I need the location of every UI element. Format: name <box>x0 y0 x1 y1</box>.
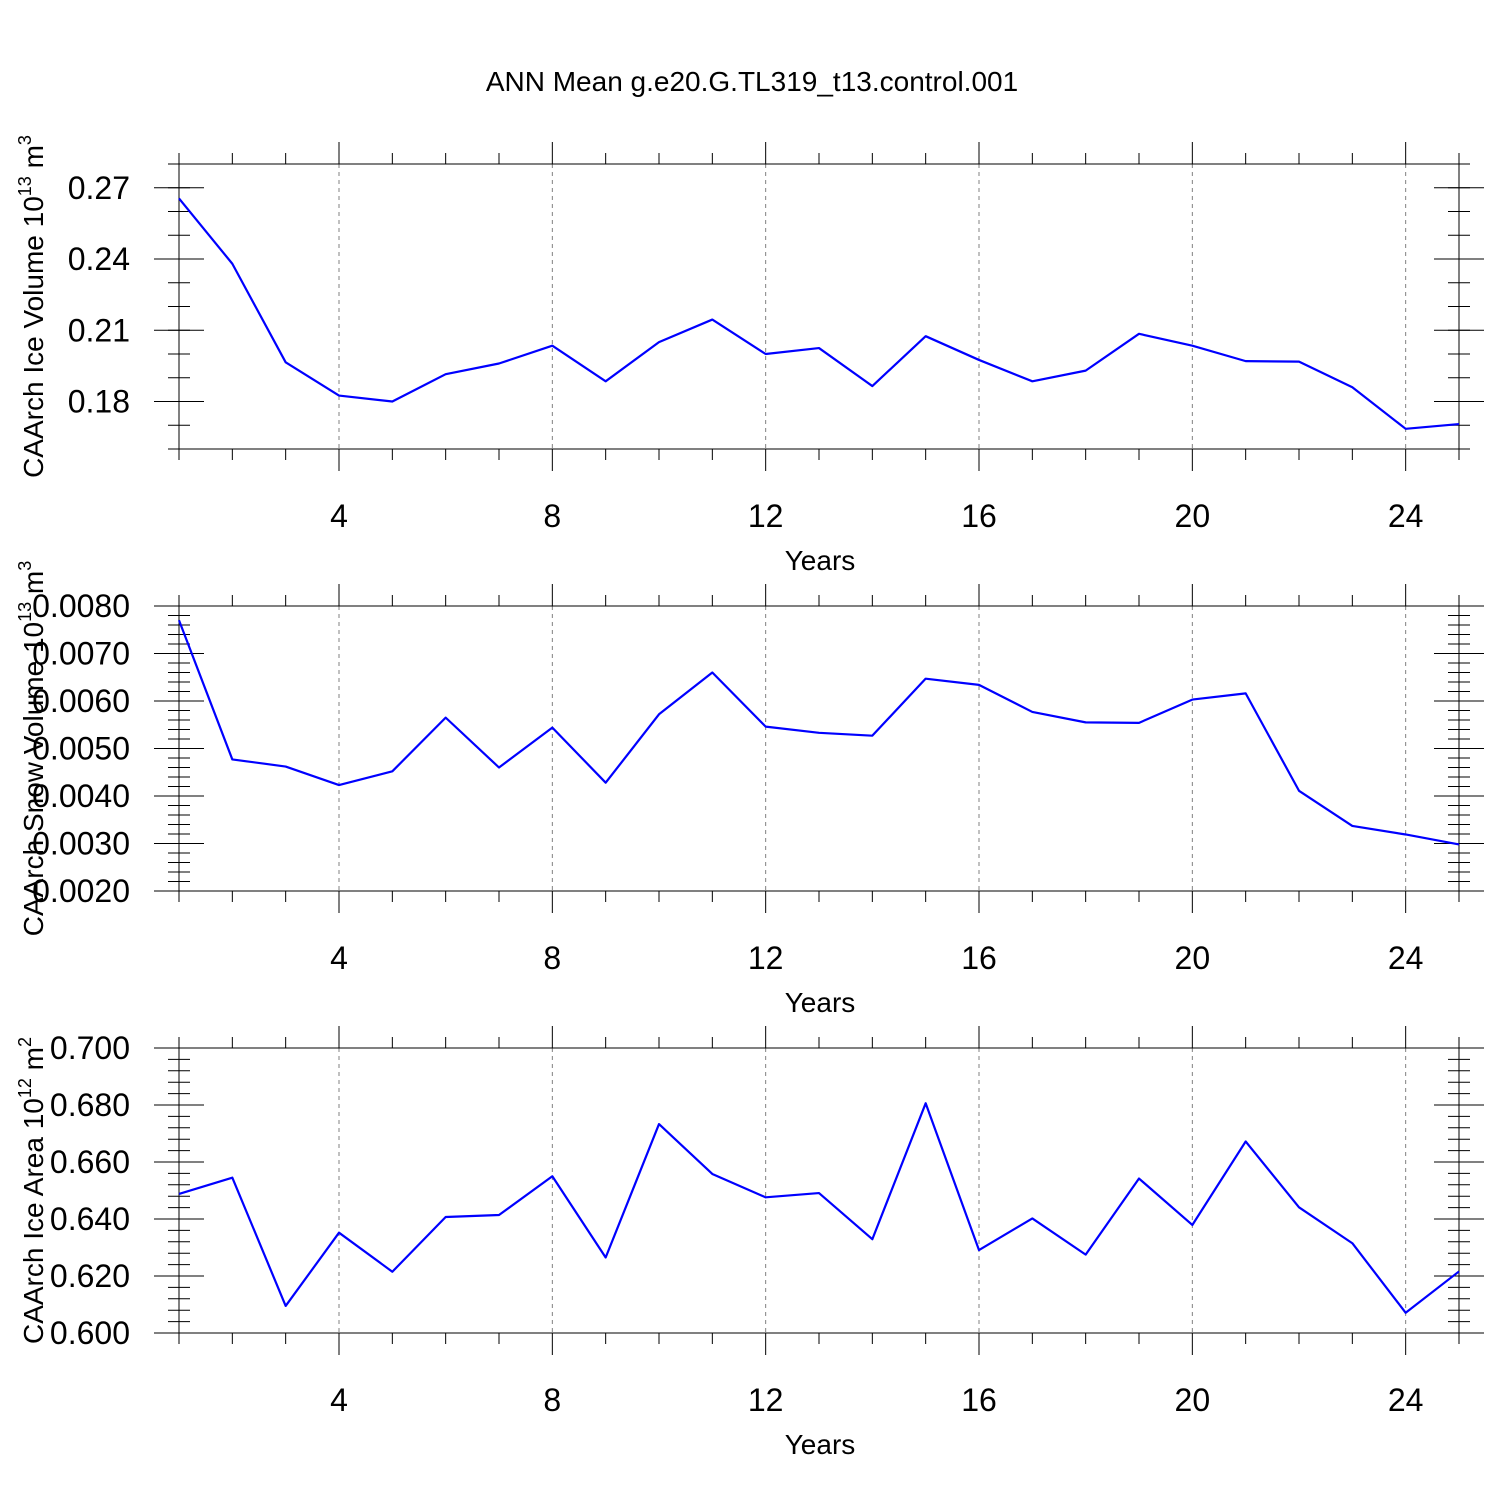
x-tick-label: 8 <box>543 1382 561 1418</box>
x-axis-label: Years <box>785 1429 856 1460</box>
y-tick-label: 0.21 <box>68 312 130 348</box>
panel-3: 4 8 12 16 20 24 0.600 0.620 0.640 0.660 0.680 0.700… <box>15 1026 1484 1460</box>
chart-panels: 4 8 12 16 20 24 0.18 0.21 0.24 0.27 Years CAArch Ic… <box>15 135 1484 1460</box>
y-axis-label: CAArch Snow Volume 1013 m3 <box>15 561 49 937</box>
y-axis-label: CAArch Ice Area 1012 m2 <box>15 1037 49 1344</box>
y-tick-label: 0.620 <box>50 1258 130 1294</box>
x-tick-label: 4 <box>330 1382 348 1418</box>
y-tick-label: 0.0020 <box>32 873 130 909</box>
plot-frame <box>178 163 1460 450</box>
x-tick-label: 8 <box>543 498 561 534</box>
series-line-1 <box>178 1102 1460 1314</box>
y-tick-label: 0.0060 <box>32 683 130 719</box>
x-tick-label: 20 <box>1175 1382 1211 1418</box>
y-axis-label: CAArch Ice Volume 1013 m3 <box>15 135 49 478</box>
x-tick-label: 16 <box>961 1382 997 1418</box>
x-tick-label: 24 <box>1388 498 1424 534</box>
x-tick-label: 20 <box>1175 498 1211 534</box>
y-tick-label: 0.0040 <box>32 778 130 814</box>
x-tick-label: 4 <box>330 940 348 976</box>
y-tick-label: 0.680 <box>50 1087 130 1123</box>
y-tick-label: 0.27 <box>68 170 130 206</box>
x-axis-label: Years <box>785 987 856 1018</box>
panel-2: 4 8 12 16 20 24 0.0020 0.0030 0.0040 0.0050 0.0060… <box>15 561 1484 1018</box>
panel-1: 4 8 12 16 20 24 0.18 0.21 0.24 0.27 Years CAArch Ic… <box>15 135 1484 576</box>
y-tick-label: 0.600 <box>50 1315 130 1351</box>
y-tick-label: 0.640 <box>50 1201 130 1237</box>
x-tick-label: 16 <box>961 498 997 534</box>
chart-title: ANN Mean g.e20.G.TL319_t13.control.001 <box>486 66 1018 97</box>
x-tick-label: 8 <box>543 940 561 976</box>
y-tick-label: 0.0030 <box>32 826 130 862</box>
plot-frame <box>178 1047 1460 1334</box>
y-tick-label: 0.0070 <box>32 636 130 672</box>
x-axis-label: Years <box>785 545 856 576</box>
y-tick-label: 0.0080 <box>32 588 130 624</box>
x-tick-label: 20 <box>1175 940 1211 976</box>
y-tick-label: 0.24 <box>68 241 130 277</box>
y-tick-label: 0.660 <box>50 1144 130 1180</box>
series-line-1 <box>177 619 1460 846</box>
x-tick-label: 24 <box>1388 1382 1424 1418</box>
y-tick-label: 0.18 <box>68 384 130 420</box>
y-tick-label: 0.0050 <box>32 731 130 767</box>
x-tick-label: 12 <box>748 498 784 534</box>
x-tick-label: 12 <box>748 940 784 976</box>
plot-frame <box>178 605 1460 892</box>
x-tick-label: 12 <box>748 1382 784 1418</box>
x-tick-label: 24 <box>1388 940 1424 976</box>
series-line-1 <box>178 197 1460 430</box>
x-tick-label: 4 <box>330 498 348 534</box>
x-tick-label: 16 <box>961 940 997 976</box>
y-tick-label: 0.700 <box>50 1030 130 1066</box>
